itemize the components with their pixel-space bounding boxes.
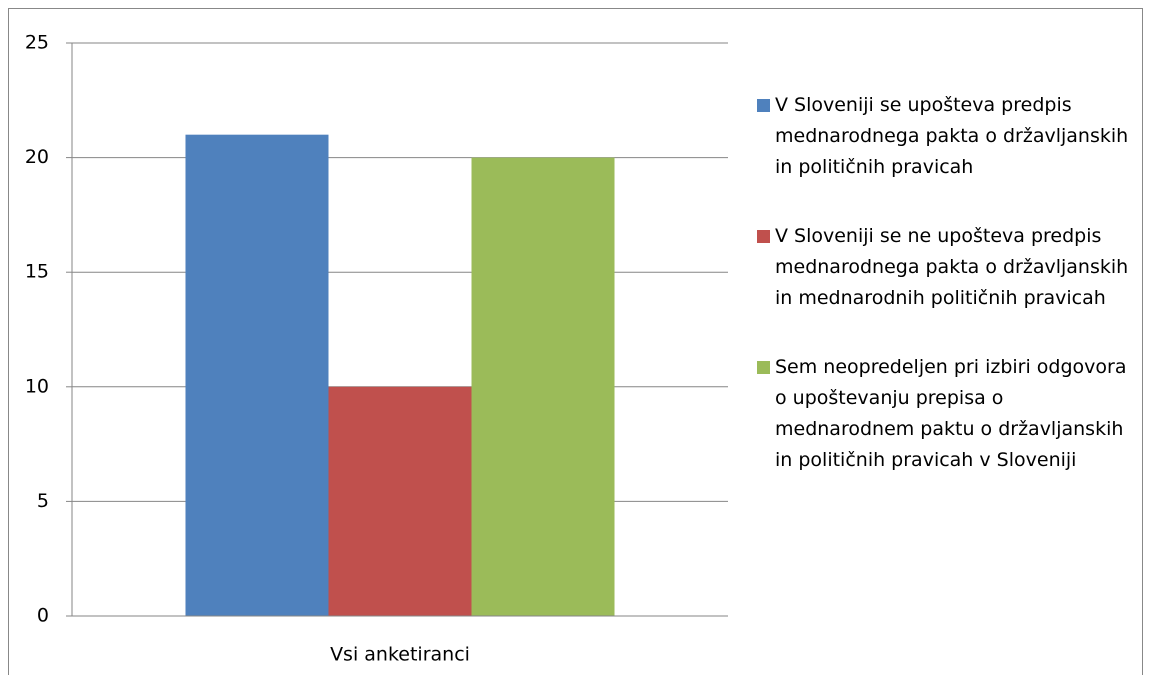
bar [185, 134, 329, 616]
y-tick-label: 15 [25, 261, 49, 283]
legend-label: Sem neopredeljen pri izbiri odgovora o u… [775, 356, 1127, 471]
legend-swatch [757, 230, 770, 243]
legend-label: V Sloveniji se upošteva predpis mednarod… [775, 94, 1129, 178]
bar [328, 386, 472, 616]
bar [471, 157, 615, 616]
y-tick-label: 25 [25, 32, 49, 54]
y-tick-label: 20 [25, 146, 49, 168]
legend: V Sloveniji se upošteva predpis mednarod… [757, 90, 1137, 514]
x-tick-label: Vsi anketiranci [330, 644, 470, 666]
legend-label: V Sloveniji se ne upošteva predpis medna… [775, 225, 1129, 309]
legend-swatch [757, 361, 770, 374]
legend-entry: Sem neopredeljen pri izbiri odgovora o u… [757, 352, 1137, 476]
legend-swatch [757, 99, 770, 112]
y-tick-label: 0 [37, 605, 49, 627]
legend-entry: V Sloveniji se upošteva predpis mednarod… [757, 90, 1137, 183]
chart-border [8, 8, 1143, 675]
y-tick-label: 5 [37, 490, 49, 512]
legend-entry: V Sloveniji se ne upošteva predpis medna… [757, 221, 1137, 314]
y-tick-label: 10 [25, 375, 49, 397]
